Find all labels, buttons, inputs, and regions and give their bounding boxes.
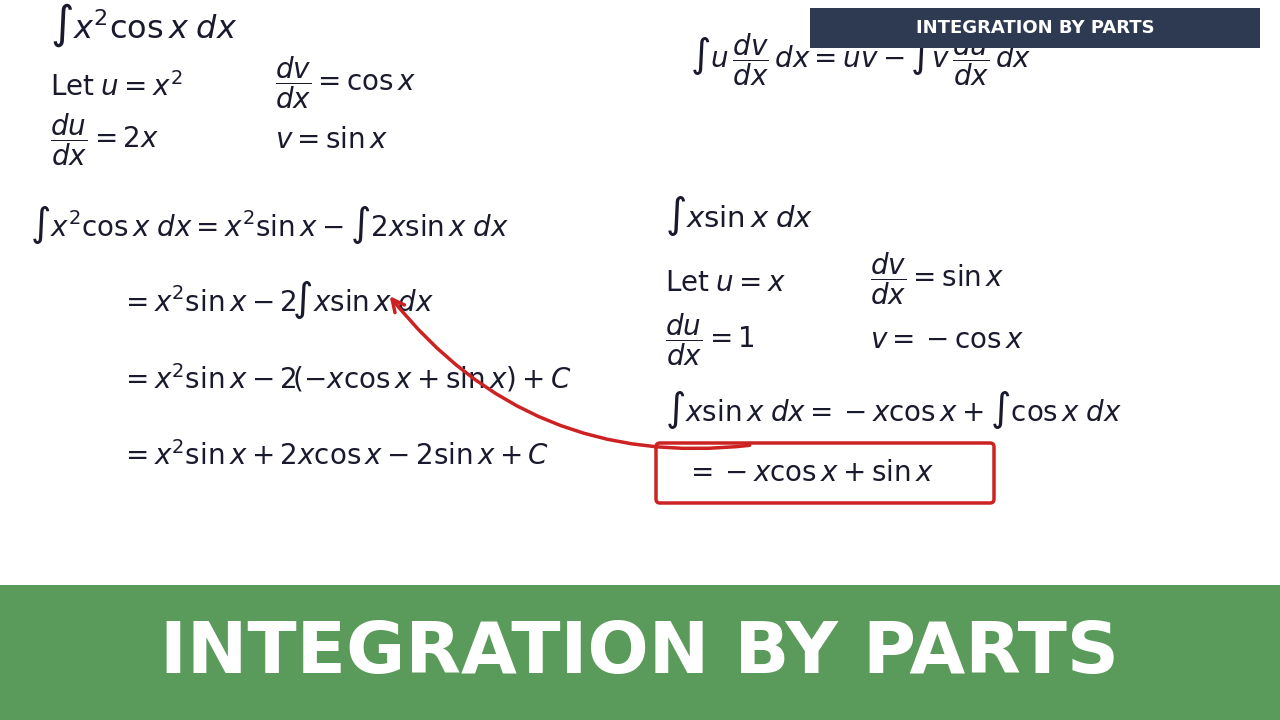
Text: $= -x\cos x + \sin x$: $= -x\cos x + \sin x$ — [685, 459, 934, 487]
Text: INTEGRATION BY PARTS: INTEGRATION BY PARTS — [160, 618, 1120, 688]
Bar — [0, 585, 1280, 720]
Text: $\dfrac{du}{dx} = 1$: $\dfrac{du}{dx} = 1$ — [666, 312, 755, 369]
Text: $\int x^2 \cos x\; dx$: $\int x^2 \cos x\; dx$ — [50, 1, 237, 49]
Text: INTEGRATION BY PARTS: INTEGRATION BY PARTS — [915, 19, 1155, 37]
Text: $\mathrm{Let}\; u = x$: $\mathrm{Let}\; u = x$ — [666, 269, 786, 297]
Text: $\dfrac{dv}{dx} = \cos x$: $\dfrac{dv}{dx} = \cos x$ — [275, 55, 416, 112]
Text: $= x^2 \sin x - 2\!\int x \sin x\; dx$: $= x^2 \sin x - 2\!\int x \sin x\; dx$ — [120, 279, 434, 321]
Text: $= x^2 \sin x + 2x\cos x - 2\sin x + C$: $= x^2 \sin x + 2x\cos x - 2\sin x + C$ — [120, 441, 549, 471]
Text: $\dfrac{dv}{dx} = \sin x$: $\dfrac{dv}{dx} = \sin x$ — [870, 251, 1005, 307]
Text: $\dfrac{du}{dx} = 2x$: $\dfrac{du}{dx} = 2x$ — [50, 112, 159, 168]
Text: $\int x^2 \cos x\; dx = x^2 \sin x - \int 2x \sin x\; dx$: $\int x^2 \cos x\; dx = x^2 \sin x - \in… — [29, 204, 509, 246]
Text: $\int u\,\dfrac{dv}{dx}\,dx = uv - \int v\,\dfrac{du}{dx}\,dx$: $\int u\,\dfrac{dv}{dx}\,dx = uv - \int … — [690, 32, 1032, 89]
Text: $\mathrm{Let}\; u = x^2$: $\mathrm{Let}\; u = x^2$ — [50, 72, 183, 102]
Text: $v = -\cos x$: $v = -\cos x$ — [870, 326, 1024, 354]
Text: $\int x \sin x\; dx = -x\cos x + \int \cos x\; dx$: $\int x \sin x\; dx = -x\cos x + \int \c… — [666, 389, 1123, 431]
Bar — [810, 8, 1260, 48]
Text: $\int x \sin x\; dx$: $\int x \sin x\; dx$ — [666, 192, 813, 238]
Text: $v = \sin x$: $v = \sin x$ — [275, 126, 388, 154]
Text: $= x^2 \sin x - 2\!\left(-x\cos x + \sin x\right) + C$: $= x^2 \sin x - 2\!\left(-x\cos x + \sin… — [120, 361, 572, 395]
